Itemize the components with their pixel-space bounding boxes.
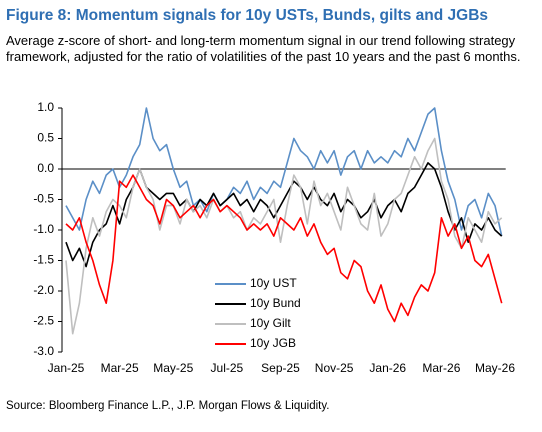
chart: -3.0 -2.5 -2.0 -1.5 -1.0 -0.5 0.0 0.5 1.0 Jan-25 M… [33,100,515,375]
legend-label: 10y JGB [250,336,296,350]
y-tick-label: -2.0 [33,283,54,297]
legend-label: 10y Gilt [250,316,291,330]
x-tick-label: Jan-26 [369,361,406,375]
x-tick-label: Sep-25 [261,361,300,375]
legend-label: 10y UST [250,276,297,290]
x-tick-label: Mar-25 [101,361,139,375]
y-tick-label: -1.0 [33,222,54,236]
y-tick-label: -2.5 [33,314,54,328]
x-tick-label: Jul-25 [211,361,244,375]
y-tick-label: -0.5 [33,192,54,206]
x-tick-label: May-25 [153,361,193,375]
y-tick-label: -1.5 [33,253,54,267]
y-tick-label: 0.0 [37,161,54,175]
x-tick-label: Nov-25 [315,361,354,375]
x-tick-label: Mar-26 [422,361,460,375]
x-tick-label: Jan-25 [48,361,85,375]
y-tick-label: -3.0 [33,344,54,358]
x-tick-label: May-26 [475,361,515,375]
y-tick-label: 0.5 [37,131,54,145]
chart-subtitle: Average z-score of short- and long-term … [6,33,521,64]
series-line [65,174,503,323]
legend-label: 10y Bund [250,296,301,310]
chart-title: Figure 8: Momentum signals for 10y USTs,… [6,7,489,24]
series-line [65,137,503,335]
series-line [65,107,503,237]
y-tick-label: 1.0 [37,100,54,114]
source-note: Source: Bloomberg Finance L.P., J.P. Mor… [6,400,330,412]
